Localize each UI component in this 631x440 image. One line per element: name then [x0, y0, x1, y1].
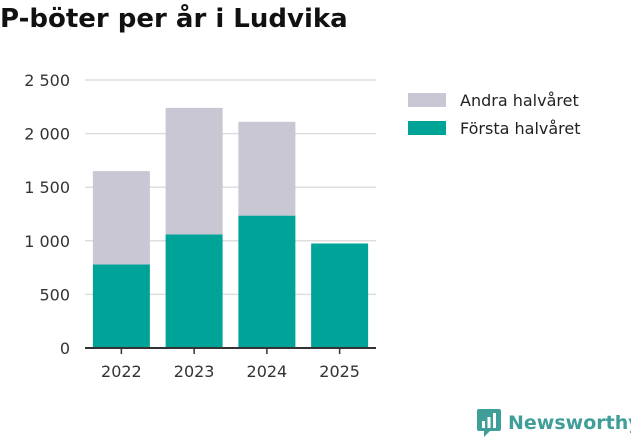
bar-andra-2024	[238, 121, 296, 216]
bar-forsta-2022	[92, 264, 150, 348]
bar-forsta-2023	[165, 234, 223, 348]
legend-label: Andra halvåret	[460, 91, 579, 110]
y-tick-label: 1 500	[24, 178, 70, 197]
brand-logo: Newsworthy	[476, 406, 631, 440]
x-tick-label: 2022	[101, 362, 142, 381]
y-tick-label: 1 000	[24, 232, 70, 251]
chart-title: P-böter per år i Ludvika	[0, 4, 348, 34]
axes: 0 500 1 000 1 500 2 000 2 500 2022 2023 2024 2025	[24, 71, 376, 381]
y-tick-label: 2 000	[24, 125, 70, 144]
brand-name: Newsworthy	[508, 412, 631, 434]
newsworthy-logo-icon	[477, 409, 501, 437]
bar-andra-2022	[92, 171, 150, 265]
y-tick-label: 2 500	[24, 71, 70, 90]
y-tick-label: 500	[39, 285, 70, 304]
bar-forsta-2025	[311, 243, 369, 348]
bar-andra-2023	[165, 107, 223, 235]
bars	[92, 107, 369, 348]
legend-swatch	[408, 93, 446, 107]
legend-swatch	[408, 121, 446, 135]
y-tick-label: 0	[60, 339, 70, 358]
x-tick-label: 2023	[174, 362, 215, 381]
legend-label: Första halvåret	[460, 119, 581, 138]
bar-forsta-2024	[238, 215, 296, 348]
x-tick-label: 2024	[247, 362, 288, 381]
legend: Andra halvåret Första halvåret	[408, 91, 581, 138]
x-tick-label: 2025	[319, 362, 360, 381]
